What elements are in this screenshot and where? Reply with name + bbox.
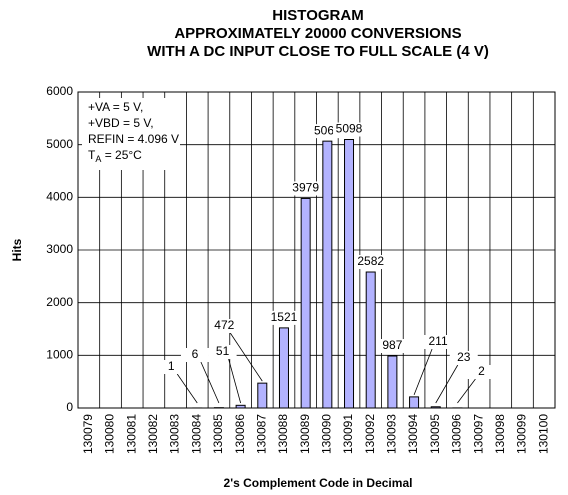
x-tick-label: 130083 [168, 414, 182, 454]
x-tick-label: 130092 [363, 414, 377, 454]
y-axis-label: Hits [10, 238, 24, 261]
leader-line [200, 361, 220, 404]
annotation: TA = 25°C [88, 148, 142, 164]
x-tick-label: 130091 [341, 414, 355, 454]
x-tick-label: 130084 [189, 414, 203, 454]
data-label: 2582 [357, 254, 384, 268]
data-label: 5098 [336, 122, 363, 136]
annotation-part: T [88, 148, 96, 162]
bar [257, 382, 268, 409]
y-tick-label: 0 [66, 400, 73, 414]
label-bg [467, 365, 496, 379]
label-bg [289, 181, 322, 196]
bar [235, 404, 246, 409]
x-tick-label: 130095 [428, 414, 442, 454]
y-tick-label: 5000 [46, 137, 73, 151]
y-tick-label: 1000 [46, 348, 73, 362]
annotation-part: = 25°C [101, 148, 142, 162]
label-bg [157, 360, 186, 374]
x-tick-label: 130082 [146, 414, 160, 454]
y-tick-label: 4000 [46, 190, 73, 204]
bar [300, 197, 311, 409]
x-tick-label: 130086 [233, 414, 247, 454]
leader-line [229, 332, 263, 382]
leader-line [413, 348, 433, 396]
x-tick-label: 130090 [320, 414, 334, 454]
bar [430, 406, 441, 409]
y-tick-label: 2000 [46, 295, 73, 309]
x-tick-label: 130085 [211, 414, 225, 454]
chart-title: WITH A DC INPUT CLOSE TO FULL SCALE (4 V… [147, 43, 489, 60]
annotation: +VA = 5 V, [88, 100, 143, 114]
bar [387, 355, 398, 409]
leader-line [435, 364, 459, 404]
annotation-box [82, 98, 180, 170]
bar [409, 396, 420, 409]
x-tick-label: 130100 [536, 414, 550, 454]
data-label: 1 [168, 359, 175, 373]
label-bg [180, 348, 209, 362]
label-bg [449, 351, 478, 365]
annotation: +VBD = 5 V, [88, 116, 154, 130]
x-tick-label: 130087 [254, 414, 268, 454]
x-tick-label: 130099 [515, 414, 529, 454]
chart-title: HISTOGRAM [272, 7, 363, 24]
label-bg [267, 310, 300, 325]
x-tick-label: 130093 [385, 414, 399, 454]
y-tick-label: 3000 [46, 242, 73, 256]
leader-line [457, 378, 476, 404]
data-label: 6 [192, 347, 199, 361]
chart-title: APPROXIMATELY 20000 CONVERSIONS [174, 25, 461, 42]
leader-line [228, 358, 241, 404]
bar [365, 271, 376, 409]
x-tick-label: 130080 [103, 414, 117, 454]
annotation: REFIN = 4.096 V [88, 132, 179, 146]
x-tick-label: 130096 [450, 414, 464, 454]
data-label: 2 [478, 364, 485, 378]
data-label: 1521 [271, 310, 298, 324]
label-bg [208, 345, 237, 359]
label-bg [424, 335, 453, 349]
x-tick-label: 130094 [406, 414, 420, 454]
x-tick-label: 130088 [276, 414, 290, 454]
x-tick-label: 130097 [471, 414, 485, 454]
x-tick-label: 130089 [298, 414, 312, 454]
x-tick-label: 130079 [81, 414, 95, 454]
annotation-part: A [95, 154, 101, 164]
label-bg [376, 339, 409, 354]
data-label: 3979 [292, 181, 319, 195]
data-label: 23 [457, 350, 471, 364]
label-bg [210, 319, 239, 333]
x-tick-label: 130081 [124, 414, 138, 454]
bar [322, 140, 333, 409]
y-tick-label: 6000 [46, 84, 73, 98]
leader-line [176, 373, 198, 404]
x-tick-label: 130098 [493, 414, 507, 454]
data-label: 51 [216, 344, 230, 358]
label-bg [354, 255, 387, 270]
data-label: 987 [382, 338, 402, 352]
label-bg [333, 122, 366, 137]
bar [278, 327, 289, 409]
x-axis-label: 2's Complement Code in Decimal [224, 476, 413, 490]
data-label: 211 [428, 334, 447, 348]
data-label: 472 [214, 318, 234, 332]
bar [344, 139, 355, 409]
